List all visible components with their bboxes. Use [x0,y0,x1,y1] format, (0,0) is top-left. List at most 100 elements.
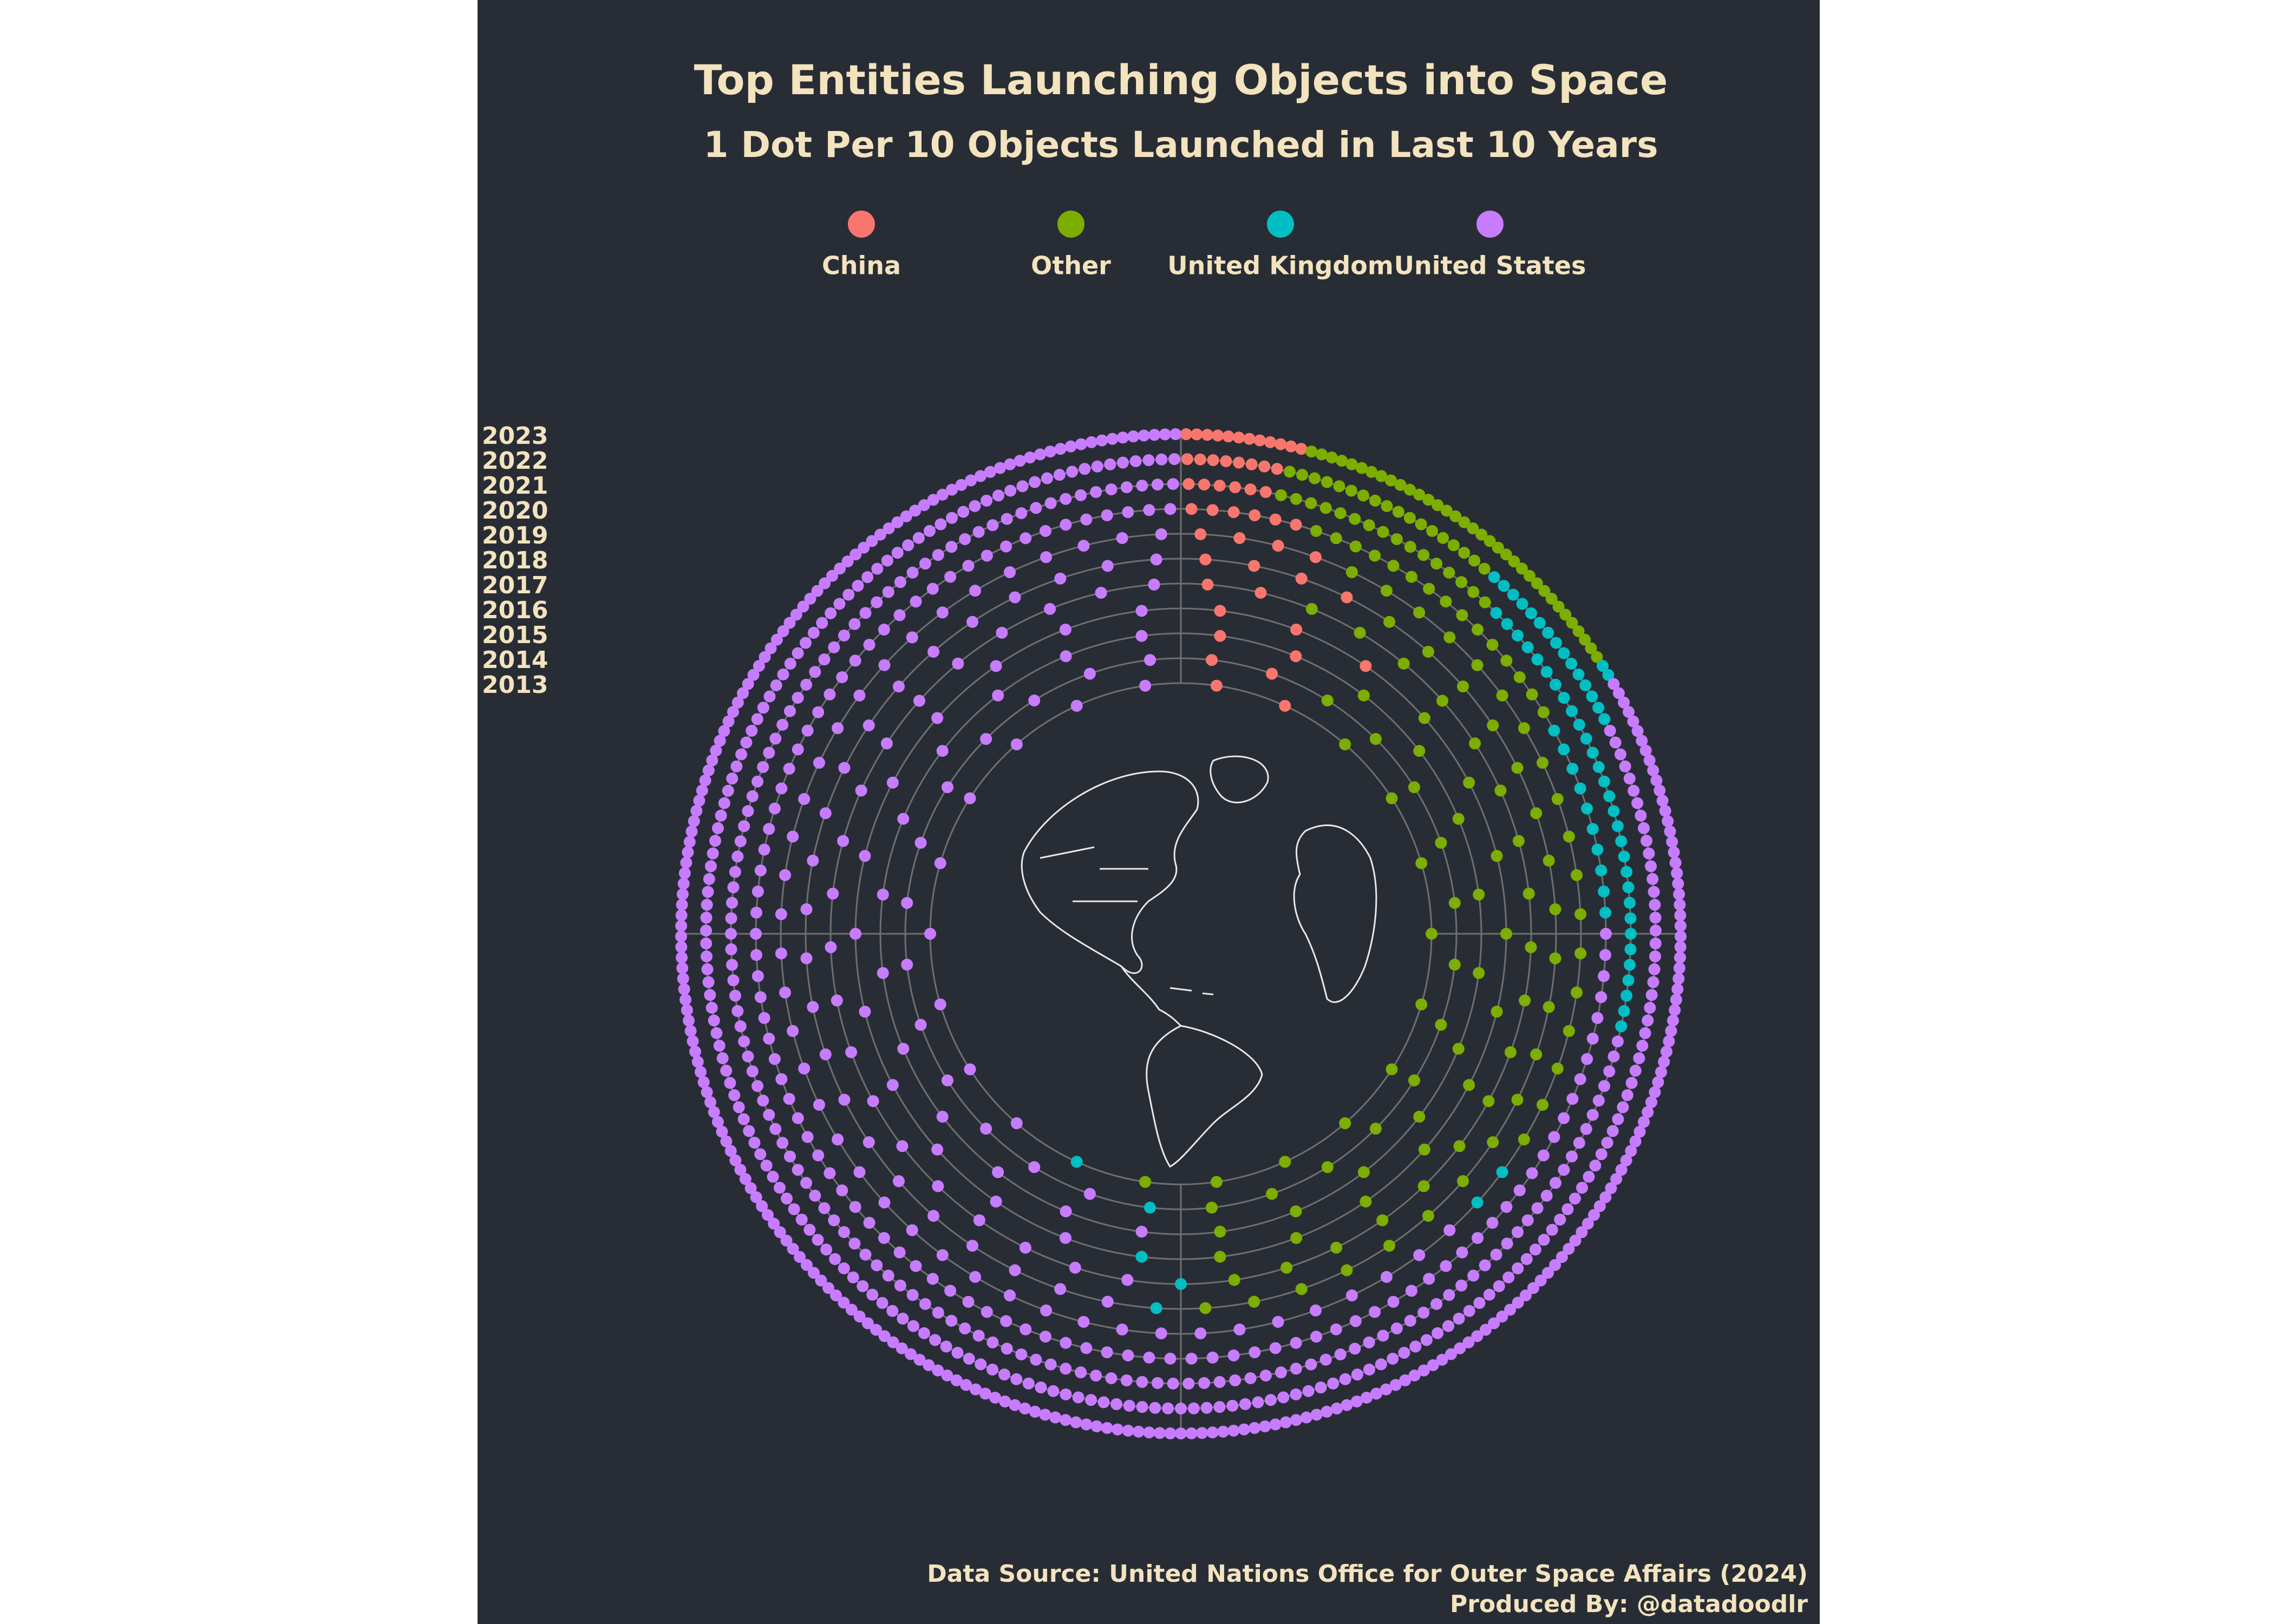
dot [942,781,954,794]
dot [683,836,696,848]
dot [1629,1135,1642,1148]
dot [1279,1416,1292,1429]
dot [680,856,692,869]
dot [861,1317,874,1330]
dot [720,1135,733,1148]
dot [1384,474,1397,487]
dot [932,1364,944,1377]
dot [1610,1173,1623,1186]
dot [709,835,721,847]
dot [1566,1092,1579,1105]
dot [910,1260,922,1272]
dot [770,633,783,646]
dot [1558,1112,1570,1124]
dot [1212,429,1224,442]
dot [1080,1418,1093,1431]
dot [811,585,824,597]
dot [737,1113,750,1125]
dot [798,1062,811,1075]
dot [1403,512,1416,524]
dot [1631,725,1644,737]
dot [1164,503,1177,515]
dot [1599,1191,1612,1203]
dot [1015,507,1028,520]
dot [1182,1377,1195,1390]
dot [1349,540,1362,553]
dot [1198,1377,1211,1389]
dot [1019,1241,1031,1254]
year-label: 2023 [482,422,548,450]
dot [1636,1039,1649,1052]
dot [1132,1425,1145,1438]
dot [1106,433,1119,445]
dot [1598,970,1610,983]
dot [1443,566,1455,579]
dot [761,1209,774,1221]
dot [838,1296,850,1309]
dot [1512,1262,1524,1275]
dot [1647,764,1659,777]
dot [975,1358,987,1371]
dot [790,608,802,621]
dot [1309,1304,1322,1317]
dot [1500,928,1512,940]
dot [1150,553,1162,566]
dot [676,951,688,964]
dot [820,1243,833,1256]
dot [1674,930,1687,942]
dot [1645,860,1657,873]
dot [923,1359,935,1371]
dot [1151,479,1164,491]
dot [931,1143,944,1156]
dot [934,998,946,1011]
dot [1363,519,1375,532]
dot [1486,1216,1499,1229]
dot [1504,1304,1517,1316]
dot [756,1200,768,1213]
dot [896,1342,908,1354]
dot [1290,519,1302,531]
dot [1321,695,1334,707]
dot [746,790,759,802]
dot [1139,1176,1152,1188]
dot [1467,522,1479,534]
dot [1206,1426,1219,1439]
dot [998,1368,1011,1381]
dot [792,647,804,659]
dot [1549,952,1561,965]
dot [1579,679,1592,692]
dot [944,1285,957,1297]
dot [1135,630,1148,642]
dot [1095,587,1107,599]
dot [1295,1283,1308,1295]
dot [1305,446,1318,458]
dot [1054,1283,1067,1295]
dot [1030,1353,1042,1366]
dot [1427,1359,1439,1371]
dot [1233,1324,1246,1336]
dot [1471,659,1484,671]
dot [1214,1250,1226,1263]
dot [1413,488,1426,501]
legend-swatch [1267,211,1294,238]
dot [1436,1353,1448,1366]
dot [1530,1048,1543,1060]
dot [897,813,910,825]
dot [1413,1110,1426,1123]
dot [1191,428,1203,441]
dot [1501,618,1513,630]
dot [727,974,740,986]
dot [1576,1182,1588,1194]
dot [702,886,714,898]
dot [787,1025,799,1037]
dot [1615,1020,1628,1032]
dot [1674,909,1687,921]
dot [1214,605,1226,617]
dot [748,1136,761,1149]
dot [1669,856,1682,869]
dot [852,580,864,592]
dot [757,761,769,773]
dot [683,1014,695,1027]
dot [1671,867,1683,879]
dot [813,1098,825,1111]
